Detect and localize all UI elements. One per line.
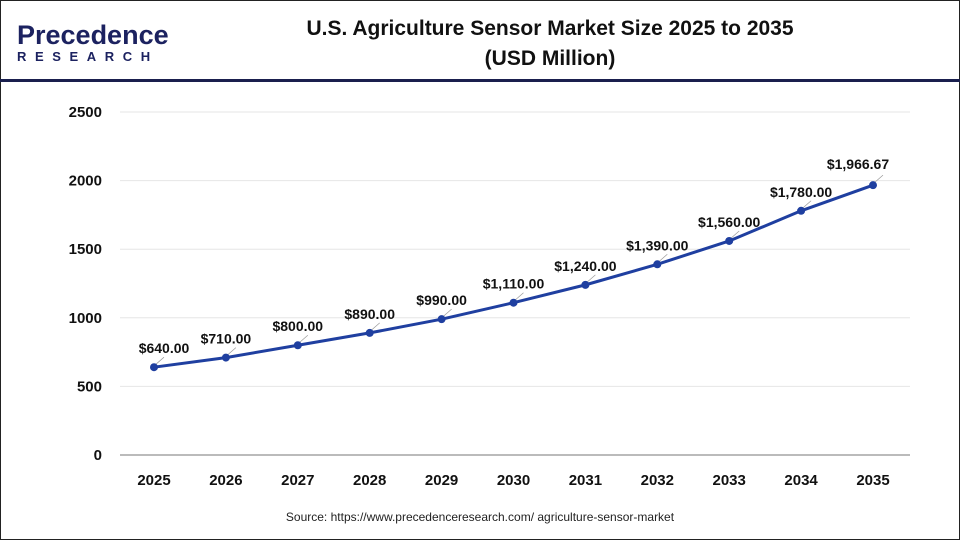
data-point: [725, 236, 734, 245]
x-tick-label: 2027: [281, 472, 314, 489]
logo-sub: RESEARCH: [17, 49, 159, 64]
x-tick-label: 2034: [784, 472, 818, 489]
data-label: $640.00: [139, 340, 190, 356]
x-tick-label: 2025: [137, 472, 170, 489]
data-label: $1,240.00: [554, 258, 616, 274]
y-tick-label: 1000: [69, 310, 102, 327]
data-point: [869, 181, 877, 190]
data-label: $1,390.00: [626, 237, 688, 253]
data-label-leader: [443, 308, 452, 317]
data-point: [221, 353, 230, 362]
x-tick-label: 2026: [209, 472, 242, 489]
y-tick-label: 0: [94, 447, 102, 464]
data-label: $890.00: [344, 306, 395, 322]
data-label-leader: [299, 334, 309, 343]
x-tick-label: 2033: [713, 472, 746, 489]
chart-title-main: U.S. Agriculture Sensor Market Size 2025…: [306, 17, 794, 40]
data-point: [293, 341, 302, 350]
data-label-leader: [371, 322, 380, 331]
data-label-leader: [227, 347, 237, 355]
data-label-leader: [587, 274, 596, 283]
chart-subtitle: (USD Million): [484, 47, 616, 70]
data-label: $800.00: [272, 318, 323, 334]
data-point: [365, 328, 374, 337]
data-label-leader: [730, 230, 740, 239]
data-point: [581, 280, 590, 289]
data-label-leader: [802, 200, 812, 209]
source-note: Source: https://www.precedenceresearch.c…: [285, 510, 675, 524]
x-tick-label: 2031: [569, 472, 602, 489]
y-tick-label: 500: [77, 378, 102, 395]
data-point: [797, 206, 806, 215]
x-tick-label: 2032: [641, 472, 674, 489]
logo-main: Precedence: [17, 20, 169, 50]
chart-title: U.S. Agriculture Sensor Market Size 2025…: [250, 14, 850, 74]
y-tick-label: 1500: [69, 241, 102, 258]
x-tick-label: 2029: [425, 472, 458, 489]
data-label-leader: [659, 254, 668, 262]
data-label: $1,560.00: [698, 214, 760, 230]
data-label: $990.00: [416, 292, 467, 308]
x-tick-label: 2035: [856, 472, 889, 489]
data-label: $1,780.00: [770, 184, 832, 200]
data-label-leader: [874, 174, 884, 183]
precedence-research-logo: Precedence RESEARCH: [17, 20, 169, 65]
data-point: [509, 298, 518, 307]
data-label-leader: [155, 356, 165, 365]
data-label: $1,110.00: [483, 276, 545, 292]
y-tick-label: 2000: [69, 173, 102, 190]
data-label-leader: [515, 292, 524, 300]
data-label: $710.00: [201, 331, 252, 347]
y-tick-label: 2500: [69, 104, 102, 121]
data-point: [437, 315, 446, 324]
header-divider: [0, 79, 960, 82]
x-tick-label: 2030: [497, 472, 530, 489]
data-point: [653, 260, 662, 269]
data-point: [150, 363, 158, 372]
x-tick-label: 2028: [353, 472, 386, 489]
data-label: $1,966.67: [827, 156, 889, 172]
